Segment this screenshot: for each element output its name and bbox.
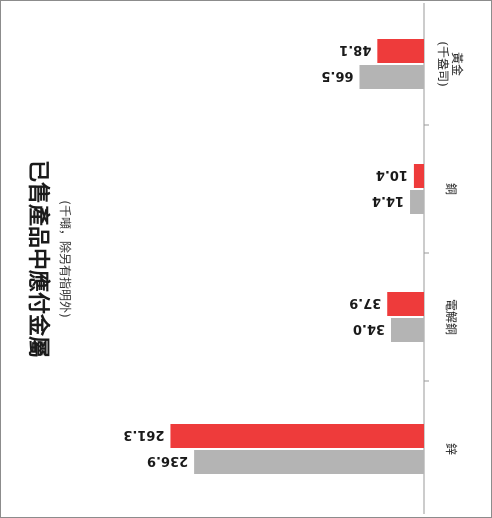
data-label-0-0: 236.9 bbox=[147, 453, 188, 468]
data-label-2-0: 14.4 bbox=[372, 193, 404, 208]
category-label-line: 銅 bbox=[444, 183, 458, 195]
bar-2-0 bbox=[410, 190, 424, 214]
chart-subtitle: (千噸，除另有指明外) bbox=[58, 200, 73, 317]
plot-area: 鋅 236.9 261.3 電解銅 34.0 37.9 銅 14.4 10.4 黃金(千盎司) 66… bbox=[123, 3, 465, 514]
data-label-1-1: 37.9 bbox=[349, 295, 381, 310]
data-label-2-1: 10.4 bbox=[376, 167, 408, 182]
data-label-3-0: 66.5 bbox=[321, 68, 353, 83]
bar-1-0 bbox=[391, 318, 424, 342]
bar-0-1 bbox=[170, 424, 424, 448]
chart-title: 已售產品中應付金屬 bbox=[25, 160, 51, 358]
data-label-0-1: 261.3 bbox=[123, 427, 164, 442]
category-label-line: (千盎司) bbox=[436, 41, 450, 86]
data-label-3-1: 48.1 bbox=[339, 42, 371, 57]
bar-0-0 bbox=[194, 450, 424, 474]
bar-3-1 bbox=[377, 39, 424, 63]
category-label-line: 鋅 bbox=[444, 443, 459, 455]
category-label-line: 電解銅 bbox=[444, 299, 458, 335]
bar-3-0 bbox=[359, 65, 424, 89]
bar-1-1 bbox=[387, 292, 424, 316]
category-label-1: 電解銅 bbox=[444, 299, 458, 335]
category-label-3: 黃金(千盎司) bbox=[436, 41, 465, 86]
category-label-2: 銅 bbox=[444, 183, 458, 195]
bar-2-1 bbox=[413, 164, 424, 188]
category-label-line: 黃金 bbox=[450, 52, 465, 76]
data-label-1-0: 34.0 bbox=[353, 321, 385, 336]
category-label-0: 鋅 bbox=[444, 443, 459, 455]
